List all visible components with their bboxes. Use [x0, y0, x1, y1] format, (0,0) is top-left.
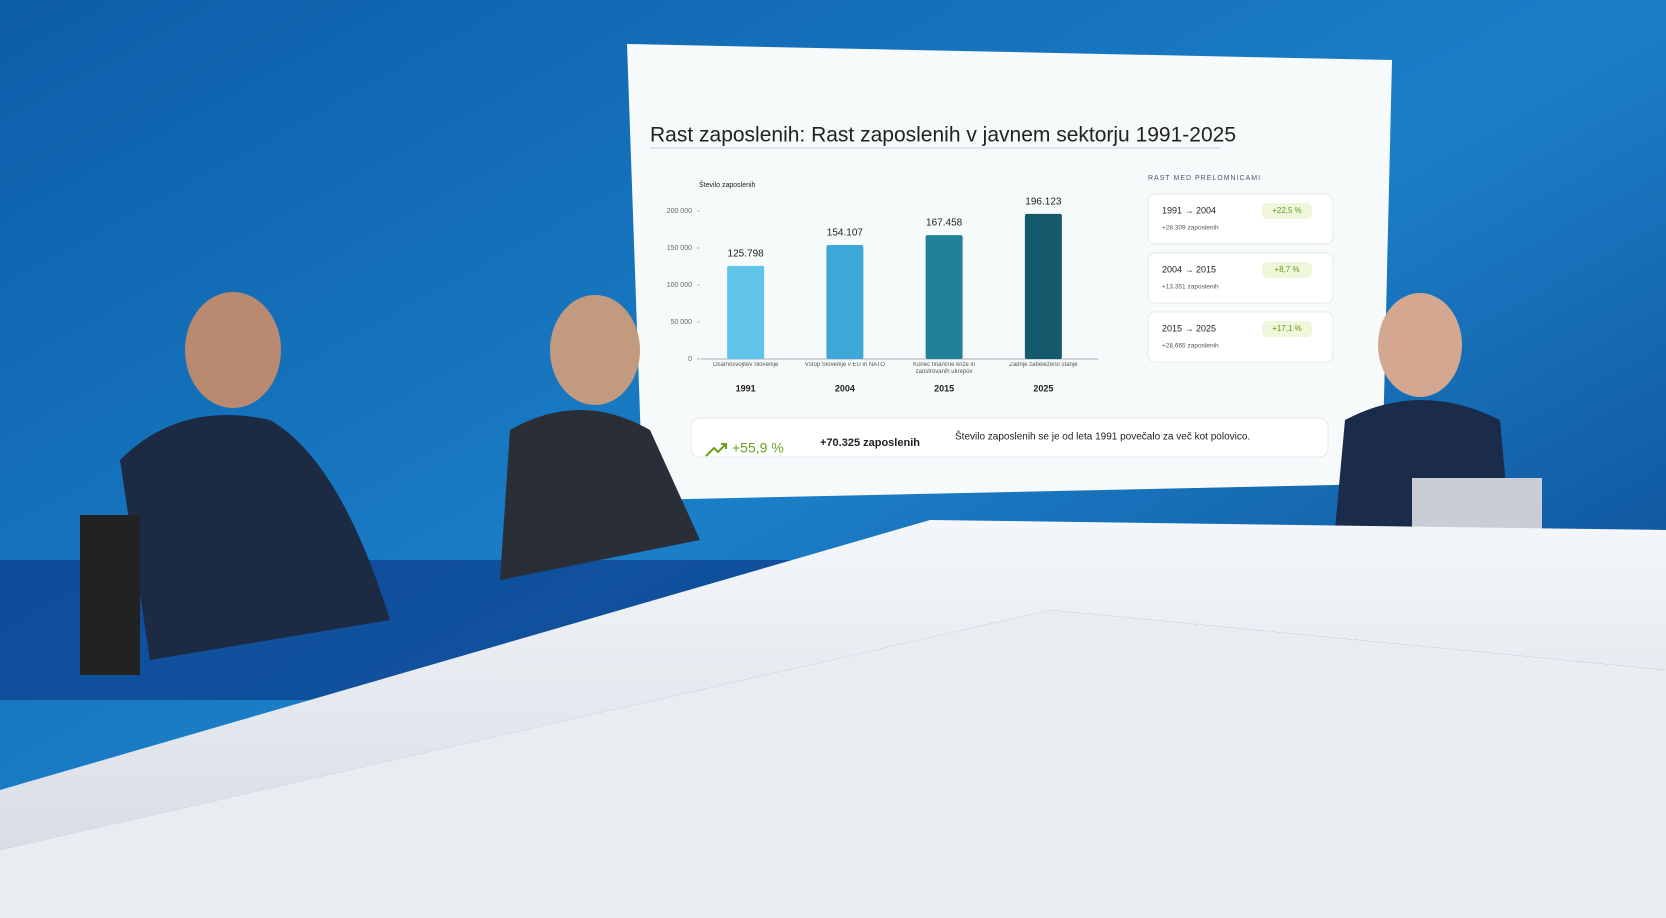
summary-percent: +55,9 % — [732, 440, 784, 456]
card-percent: +22,5 % — [1272, 206, 1302, 215]
value-label: 125.798 — [728, 249, 765, 260]
card-change: +28.309 zaposlenih — [1162, 225, 1219, 232]
bar — [1024, 213, 1062, 359]
card-change: +28.665 zaposlenih — [1162, 343, 1219, 350]
y-tick-label: 100 000 — [667, 282, 692, 289]
value-label: 196.123 — [1025, 197, 1062, 208]
card-badge — [1262, 203, 1312, 219]
card-period: 2015 → 2025 — [1162, 323, 1216, 333]
trend-icon — [705, 443, 727, 457]
card-percent: +17,1 % — [1272, 324, 1302, 333]
bar — [826, 244, 864, 359]
floor — [0, 610, 1666, 918]
x-tick-label: 2015 — [934, 383, 954, 393]
panel-title: RAST MED PRELOMNICAMI — [1148, 175, 1261, 182]
card-change: +13.351 zaposlenih — [1162, 284, 1219, 291]
x-tick-label: 2025 — [1033, 383, 1053, 393]
card-period: 1991 → 2004 — [1162, 205, 1216, 215]
chart-title: Rast zaposlenih: Rast zaposlenih v javne… — [650, 124, 1236, 147]
y-tick-label: 50 000 — [671, 319, 693, 326]
category-description-text: Konec finančne krize in zaostrovanih ukr… — [913, 362, 976, 375]
category-description-text: Osamosvojitev Slovenije — [712, 362, 779, 368]
category-description-text: Vstop Slovenije v EU in NATO — [804, 362, 885, 368]
bar — [925, 235, 963, 359]
value-label: 167.458 — [926, 218, 963, 229]
category-description: Zadnje zabeleženo stanje — [1009, 362, 1078, 368]
screen — [627, 44, 1392, 500]
card-percent: +8,7 % — [1274, 265, 1299, 274]
summary-note: Število zaposlenih se je od leta 1991 po… — [955, 430, 1250, 443]
value-label: 154.107 — [827, 228, 864, 239]
summary-box — [690, 417, 1329, 458]
y-axis-label: Število zaposlenih — [699, 180, 756, 189]
desk — [0, 520, 1666, 850]
x-tick-label: 1991 — [736, 383, 756, 393]
category-description: Vstop Slovenije v EU in NATO — [804, 362, 885, 368]
category-description-text: Zadnje zabeleženo stanje — [1009, 362, 1078, 368]
category-description: Konec finančne krize in zaostrovanih ukr… — [913, 362, 976, 375]
category-description: Osamosvojitev Slovenije — [712, 362, 779, 368]
y-tick-label: 200 000 — [667, 208, 692, 215]
y-tick-label: 0 — [688, 356, 692, 363]
card-period: 2004 → 2015 — [1162, 264, 1216, 274]
guest-middle — [500, 295, 700, 580]
summary-total: +70.325 zaposlenih — [820, 437, 920, 449]
card-badge — [1262, 321, 1312, 337]
bar — [727, 265, 765, 359]
x-tick-label: 2004 — [835, 383, 855, 393]
card-badge — [1262, 262, 1312, 278]
guest-left — [80, 292, 390, 675]
y-tick-label: 150 000 — [667, 245, 692, 252]
